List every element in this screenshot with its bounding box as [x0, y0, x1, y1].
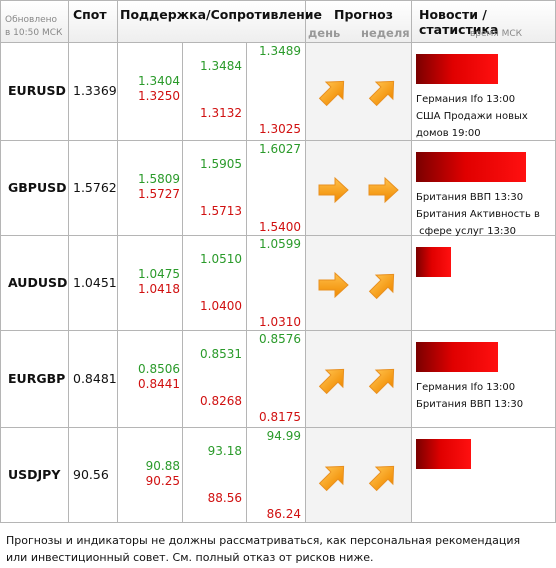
spot: 90.56 [73, 466, 109, 482]
resistance: 1.5809 [138, 172, 180, 186]
week-arrow [366, 363, 400, 401]
pair: EURUSD [8, 83, 66, 98]
day-arrow [316, 173, 350, 211]
support: 0.8175 [259, 410, 301, 424]
news-item: Германия Ifo 13:00 [416, 94, 516, 105]
pair: AUDUSD [8, 274, 68, 290]
resistance: 1.3404 [138, 74, 180, 88]
news-item: США Продажи новых [416, 111, 528, 122]
support: 1.3025 [259, 122, 301, 136]
news-item: Германия Ifo 13:00 [416, 382, 516, 393]
news-bar [416, 439, 471, 469]
resistance: 1.0510 [200, 252, 242, 266]
row-border [0, 235, 556, 236]
day-arrow [316, 268, 350, 306]
row-border [0, 140, 556, 141]
news-bar [416, 247, 451, 277]
week-arrow [366, 460, 400, 498]
col-border [246, 42, 247, 523]
col-border [182, 42, 183, 523]
col-border [305, 0, 306, 523]
support: 1.3250 [138, 89, 180, 103]
day-arrow [316, 363, 350, 401]
news-item: Британия ВВП 13:30 [416, 192, 524, 203]
news-item: домов 19:00 [416, 128, 481, 139]
news-item: сфере услуг 13:30 [416, 226, 517, 237]
resistance: 90.88 [145, 459, 180, 473]
spot-header: Спот [73, 7, 107, 22]
support: 88.56 [207, 491, 242, 505]
pair: EURGBP [8, 370, 66, 386]
support: 90.25 [145, 474, 180, 488]
support: 0.8268 [200, 394, 242, 408]
spot: 1.5762 [73, 179, 117, 195]
support: 1.3132 [200, 106, 242, 120]
updated: Обновлено в 10:50 МСК [5, 14, 62, 40]
resistance: 1.0599 [259, 237, 301, 251]
resistance: 0.8576 [259, 332, 301, 346]
news-bar [416, 54, 498, 84]
support: 1.5400 [259, 220, 301, 234]
resistance: 0.8531 [200, 347, 242, 361]
resistance: 1.3489 [259, 44, 301, 58]
pair: GBPUSD [8, 179, 67, 195]
support: 1.5713 [200, 204, 242, 218]
resistance: 1.5905 [200, 157, 242, 171]
levels-header: Поддержка/Сопротивление [120, 7, 322, 22]
resistance: 0.8506 [138, 362, 180, 376]
news-time-header: время МСК [470, 29, 523, 39]
row-border [0, 330, 556, 331]
resistance: 94.99 [266, 429, 301, 443]
spot: 1.3369 [73, 83, 117, 98]
updated-line: в 10:50 МСК [5, 28, 63, 38]
news-item: Британия Активность в [416, 209, 540, 220]
support: 1.5727 [138, 187, 180, 201]
spot: 0.8481 [73, 370, 117, 386]
resistance: 1.6027 [259, 142, 301, 156]
week-arrow [366, 173, 400, 211]
col-border [117, 0, 118, 523]
week-arrow [366, 268, 400, 306]
updated-line: Обновлено [5, 15, 58, 25]
col-border [0, 0, 1, 523]
forecast-header: Прогноз [334, 7, 394, 22]
pair: USDJPY [8, 466, 61, 482]
week-arrow [366, 75, 400, 113]
header-bg [1, 1, 555, 42]
day-header: день [308, 26, 341, 40]
spot: 1.0451 [73, 274, 117, 290]
resistance: 1.0475 [138, 267, 180, 281]
day-arrow [316, 75, 350, 113]
support: 1.0418 [138, 282, 180, 296]
support: 1.0310 [259, 315, 301, 329]
resistance: 93.18 [207, 444, 242, 458]
support: 0.8441 [138, 377, 180, 391]
border [0, 0, 556, 1]
col-border [411, 0, 412, 523]
news-item: Британия ВВП 13:30 [416, 399, 524, 410]
disclaimer: Прогнозы и индикаторы не должны рассматр… [6, 534, 521, 564]
news-bar [416, 152, 526, 182]
resistance: 1.3484 [200, 59, 242, 73]
day-arrow [316, 460, 350, 498]
support: 1.0400 [200, 299, 242, 313]
news-header: Новости / статистика [419, 7, 499, 37]
support: 86.24 [266, 507, 301, 521]
row-border [0, 427, 556, 428]
row-border [0, 42, 556, 43]
news-bar [416, 342, 498, 372]
col-border [68, 0, 69, 523]
row-border [0, 522, 556, 523]
week-header: неделя [361, 26, 410, 40]
